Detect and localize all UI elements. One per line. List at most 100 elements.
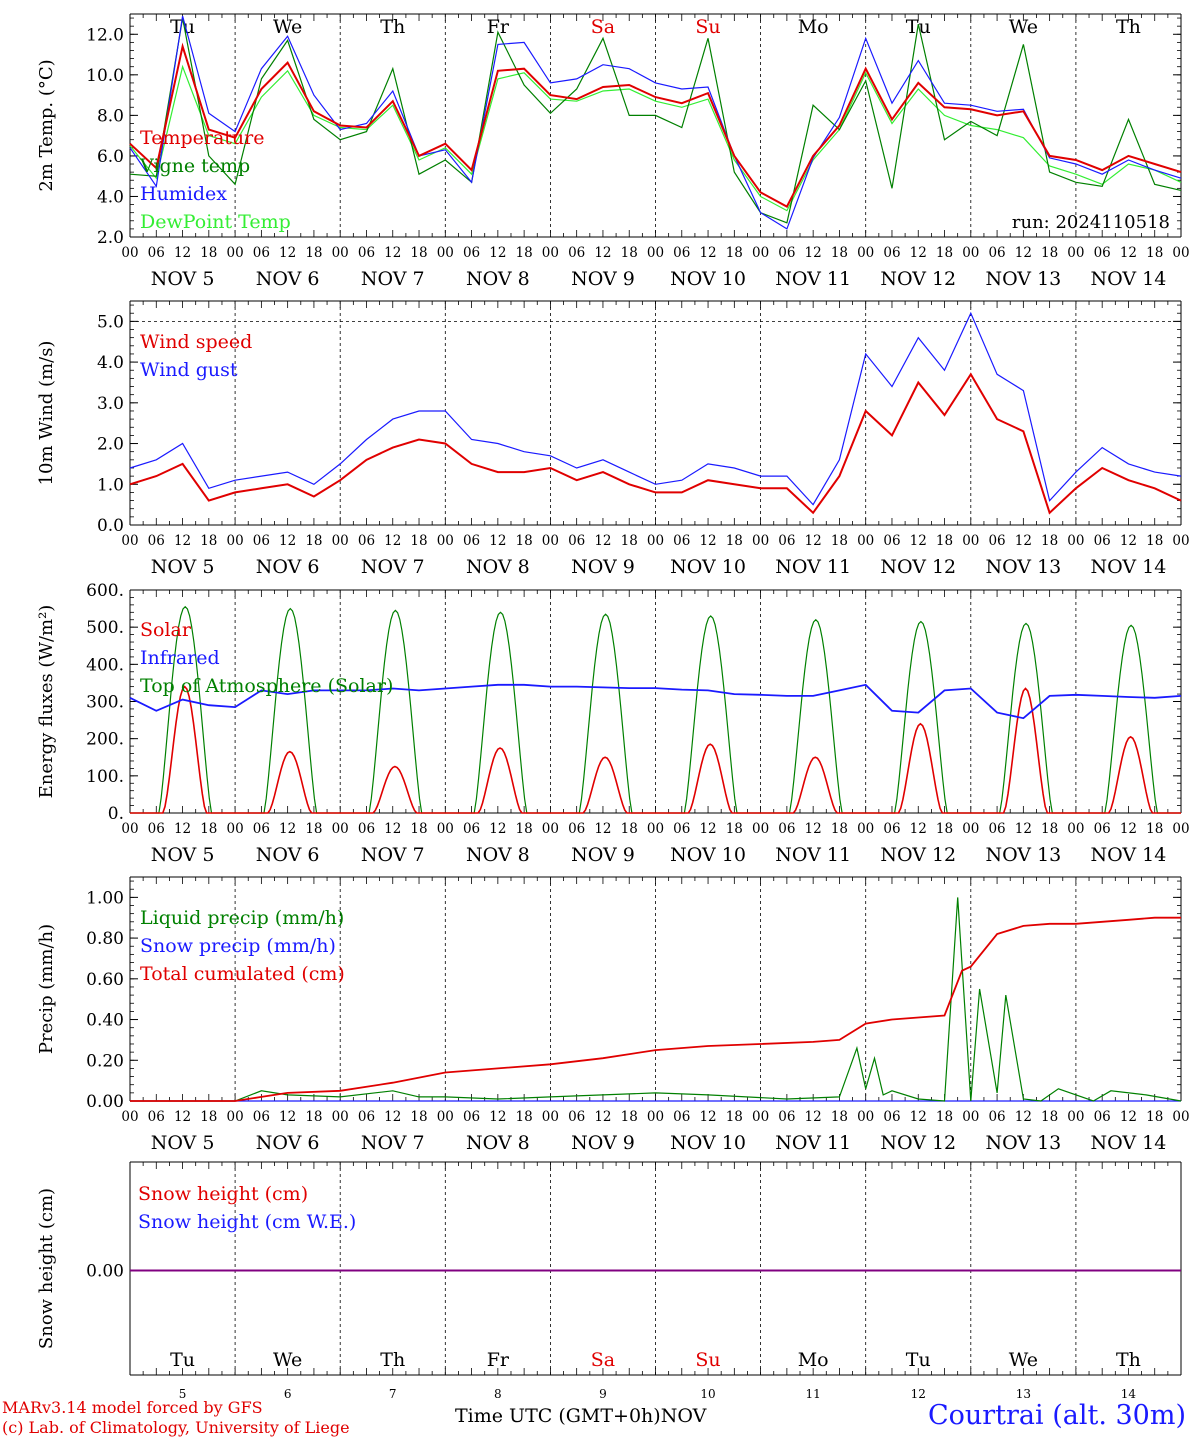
x-hour-label: 00 (752, 533, 769, 549)
x-hour-label: 18 (726, 533, 743, 549)
weekday-label: Th (380, 1349, 405, 1371)
x-hour-label: 12 (1015, 821, 1032, 837)
x-hour-label: 06 (568, 533, 585, 549)
x-hour-label: 18 (410, 245, 427, 261)
x-hour-label: 00 (227, 821, 244, 837)
x-date-label: NOV 13 (985, 556, 1061, 578)
y-axis-label: Snow height (cm) (36, 1188, 57, 1349)
weekday-label: Tu (170, 1349, 195, 1371)
x-hour-label: 18 (1146, 533, 1163, 549)
x-hour-label: 00 (962, 1109, 979, 1125)
x-hour-label: 12 (384, 1109, 401, 1125)
legend-entry: Total cumulated (cm) (140, 963, 345, 985)
x-date-label: NOV 9 (571, 268, 635, 290)
x-hour-label: 00 (437, 533, 454, 549)
x-hour-label: 18 (621, 533, 638, 549)
x-hour-label: 00 (121, 821, 138, 837)
x-hour-label: 00 (121, 245, 138, 261)
x-hour-label: 18 (516, 245, 533, 261)
y-axis-label: Precip (mm/h) (36, 924, 57, 1054)
y-tick-label: 0. (108, 804, 124, 824)
x-date-label: NOV 11 (775, 268, 851, 290)
x-hour-label: 06 (568, 245, 585, 261)
x-hour-label: 18 (305, 821, 322, 837)
station-name: Courtrai (alt. 30m) (927, 1400, 1186, 1431)
x-hour-label: 06 (883, 1109, 900, 1125)
x-hour-label: 00 (542, 821, 559, 837)
day-number-label: 13 (1016, 1387, 1031, 1401)
x-hour-label: 00 (1172, 1109, 1189, 1125)
y-tick-label: 600. (86, 581, 124, 601)
x-date-label: NOV 8 (466, 1132, 530, 1154)
x-hour-label: 06 (148, 245, 165, 261)
x-hour-label: 06 (988, 821, 1005, 837)
day-number-label: 8 (494, 1387, 502, 1401)
x-date-label: NOV 13 (985, 268, 1061, 290)
x-date-label: NOV 10 (670, 556, 746, 578)
weekday-label: Su (695, 1349, 720, 1371)
x-date-label: NOV 12 (880, 268, 956, 290)
x-hour-label: 00 (227, 1109, 244, 1125)
x-hour-label: 12 (594, 245, 611, 261)
x-hour-label: 12 (174, 821, 191, 837)
x-hour-label: 06 (673, 821, 690, 837)
x-hour-label: 00 (752, 1109, 769, 1125)
x-date-label: NOV 13 (985, 844, 1061, 866)
x-hour-label: 18 (936, 245, 953, 261)
x-hour-label: 12 (699, 533, 716, 549)
series-line-total-cumulated-cm- (130, 916, 1181, 1102)
x-hour-label: 00 (437, 245, 454, 261)
weekday-label: We (273, 1349, 302, 1371)
x-date-label: NOV 11 (775, 844, 851, 866)
day-number-label: 6 (284, 1387, 292, 1401)
x-hour-label: 12 (805, 1109, 822, 1125)
x-hour-label: 12 (910, 821, 927, 837)
y-tick-label: 10.0 (86, 66, 124, 86)
x-hour-label: 18 (1041, 1109, 1058, 1125)
x-hour-label: 00 (1067, 821, 1084, 837)
x-date-label: NOV 8 (466, 556, 530, 578)
y-tick-label: 5.0 (97, 312, 124, 332)
x-hour-label: 18 (1146, 245, 1163, 261)
x-hour-label: 12 (1120, 245, 1137, 261)
x-date-label: NOV 9 (571, 844, 635, 866)
y-tick-label: 200. (86, 730, 124, 750)
x-date-label: NOV 6 (256, 556, 320, 578)
x-hour-label: 18 (1041, 821, 1058, 837)
day-number-label: 11 (806, 1387, 821, 1401)
y-tick-label: 0.00 (86, 1262, 124, 1282)
y-tick-label: 0.00 (86, 1092, 124, 1112)
x-axis-title: Time UTC (GMT+0h)NOV (455, 1405, 706, 1427)
x-hour-label: 06 (253, 821, 270, 837)
x-hour-label: 06 (358, 245, 375, 261)
x-hour-label: 12 (279, 245, 296, 261)
x-hour-label: 00 (962, 245, 979, 261)
legend-entry: Top of Atmosphere (Solar) (140, 675, 393, 697)
x-date-label: NOV 9 (571, 556, 635, 578)
y-tick-label: 500. (86, 618, 124, 638)
x-date-label: NOV 5 (151, 268, 215, 290)
day-number-label: 5 (179, 1387, 187, 1401)
x-date-label: NOV 7 (361, 844, 425, 866)
x-hour-label: 18 (410, 821, 427, 837)
x-hour-label: 00 (437, 1109, 454, 1125)
x-date-label: NOV 14 (1091, 844, 1167, 866)
x-hour-label: 18 (936, 533, 953, 549)
x-hour-label: 00 (542, 533, 559, 549)
x-hour-label: 12 (1015, 1109, 1032, 1125)
x-date-label: NOV 7 (361, 268, 425, 290)
x-hour-label: 12 (1015, 245, 1032, 261)
weekday-label: Mo (798, 16, 829, 38)
day-number-label: 7 (389, 1387, 397, 1401)
day-number-label: 10 (700, 1387, 715, 1401)
weekday-label: We (1009, 1349, 1038, 1371)
y-tick-label: 400. (86, 655, 124, 675)
x-hour-label: 06 (988, 245, 1005, 261)
legend-entry: Snow height (cm W.E.) (138, 1211, 356, 1233)
x-date-label: NOV 7 (361, 1132, 425, 1154)
x-date-label: NOV 12 (880, 556, 956, 578)
x-hour-label: 00 (752, 821, 769, 837)
legend-entry: Humidex (140, 183, 227, 205)
legend-entry: Wind speed (140, 331, 252, 353)
x-hour-label: 06 (883, 533, 900, 549)
